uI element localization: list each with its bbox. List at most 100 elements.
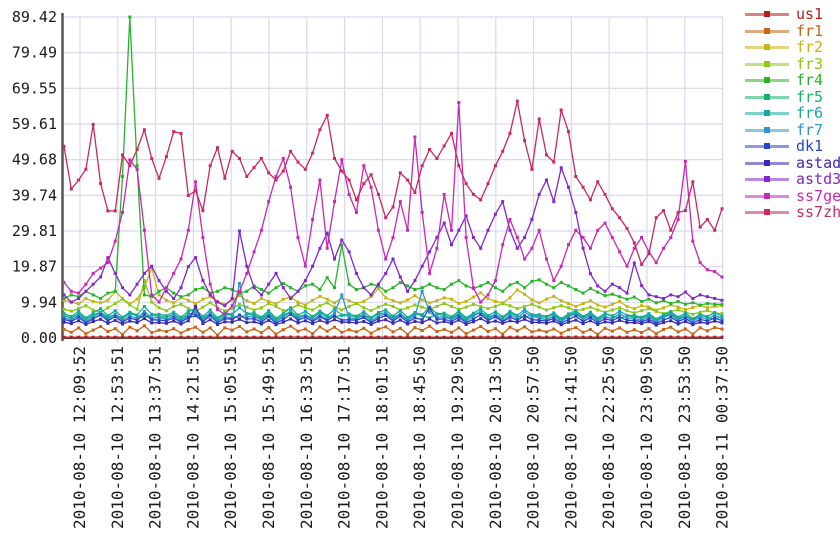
series-fr7-marker [596, 319, 600, 323]
legend-line-fr6-icon [745, 105, 789, 121]
series-fr2-marker [91, 299, 95, 303]
series-astad-marker [69, 322, 73, 326]
series-fr1-marker [618, 326, 622, 330]
series-fr2-marker [515, 288, 519, 292]
series-astad-marker [457, 318, 461, 322]
series-fr3-marker [230, 307, 234, 311]
series-ss7ge-marker [157, 300, 161, 304]
series-astad-marker [647, 320, 651, 323]
series-ss7zh-marker [347, 178, 351, 182]
series-us1-marker [691, 335, 695, 339]
series-fr3-marker [567, 306, 570, 310]
series-fr4-marker [267, 291, 271, 295]
series-fr3-marker [238, 302, 241, 306]
series-ss7ge-marker [676, 218, 680, 221]
series-us1-marker [259, 335, 263, 339]
series-fr1-marker [457, 326, 461, 330]
series-fr2-marker [618, 299, 622, 303]
series-dk1-marker [420, 318, 424, 322]
series-fr1-marker [559, 331, 563, 335]
series-fr3-marker [647, 307, 651, 311]
series-ss7zh-marker [720, 207, 724, 211]
series-fr7-marker [567, 315, 570, 318]
legend-label-fr3: fr3 [796, 54, 824, 73]
series-fr6-marker [610, 314, 614, 318]
series-ss7zh-marker [479, 198, 483, 202]
series-ss7zh-marker [128, 164, 132, 168]
series-fr4-marker [450, 282, 453, 286]
series-fr2-marker [530, 298, 534, 302]
series-us1-marker [216, 335, 219, 339]
series-astd3-marker [493, 212, 497, 216]
series-fr2-marker [457, 302, 461, 305]
series-astad-marker [142, 317, 146, 321]
series-fr7-marker [267, 312, 271, 316]
series-fr2-marker [376, 287, 380, 290]
series-astad-marker [508, 319, 512, 323]
series-astd3-marker [230, 297, 234, 300]
series-dk1-marker [172, 316, 176, 320]
series-ss7ge-marker [603, 221, 607, 225]
series-fr2-marker [545, 297, 548, 301]
series-fr4-marker [523, 286, 527, 290]
series-ss7zh-marker [91, 122, 95, 126]
series-fr1-marker [172, 327, 176, 331]
series-dk1-marker [69, 320, 73, 323]
series-us1-marker [596, 335, 600, 339]
series-fr6-marker [691, 317, 695, 321]
series-fr3-marker [296, 303, 300, 307]
series-fr2-marker [464, 299, 468, 303]
series-astd3-marker [713, 297, 717, 300]
series-ss7ge-marker [274, 175, 278, 178]
series-fr2-marker [493, 299, 497, 303]
series-fr1-marker [632, 328, 636, 332]
series-ss7zh-marker [654, 216, 658, 220]
series-fr3-marker [705, 309, 709, 313]
series-dk1-marker [435, 317, 439, 321]
series-astd3-marker [274, 271, 278, 275]
series-astd3-marker [720, 298, 724, 302]
series-fr4-marker [135, 164, 139, 168]
series-us1-marker [705, 335, 709, 339]
series-fr1-marker [581, 330, 585, 334]
series-dk1-marker [640, 320, 644, 324]
series-fr5-marker [179, 317, 183, 321]
series-ss7zh-marker [713, 228, 717, 232]
series-fr4-marker [647, 297, 651, 301]
series-fr1-marker [384, 325, 388, 329]
series-astad-marker [333, 318, 336, 322]
legend-item-fr6: fr6 [745, 105, 840, 122]
series-ss7ge-marker [713, 270, 717, 274]
series-fr6-marker [223, 311, 227, 315]
series-fr6-marker [442, 311, 446, 315]
series-fr2-marker [683, 308, 687, 312]
series-fr1-marker [428, 324, 432, 328]
series-fr3-marker [106, 306, 110, 310]
series-astd3-marker [683, 290, 687, 294]
series-fr1-marker [596, 332, 600, 336]
series-fr4-marker [398, 280, 402, 284]
series-dk1-marker [281, 317, 285, 321]
series-fr3-marker [303, 306, 307, 310]
series-us1-marker [720, 335, 724, 339]
series-fr3-marker [508, 304, 512, 308]
series-dk1-marker [676, 320, 680, 324]
series-fr4-marker [515, 280, 519, 284]
series-fr2-marker [713, 304, 717, 308]
series-astad-marker [464, 322, 468, 326]
series-us1-marker [340, 335, 344, 339]
series-fr1-marker [128, 325, 132, 329]
series-fr4-marker [311, 282, 315, 286]
series-dk1-marker [508, 315, 512, 319]
series-ss7ge-marker [625, 264, 629, 268]
series-fr3-marker [259, 306, 263, 310]
x-tick-label: 2010-08-10 22:25:50 [599, 346, 618, 529]
series-fr6-marker [245, 312, 249, 316]
x-tick-label: 2010-08-10 23:09:50 [637, 346, 656, 529]
series-fr1-marker [523, 325, 527, 329]
series-ss7ge-marker [333, 200, 336, 204]
series-fr7-marker [142, 309, 146, 313]
series-fr1-marker [537, 328, 541, 332]
legend-line-dk1-icon [745, 138, 789, 154]
